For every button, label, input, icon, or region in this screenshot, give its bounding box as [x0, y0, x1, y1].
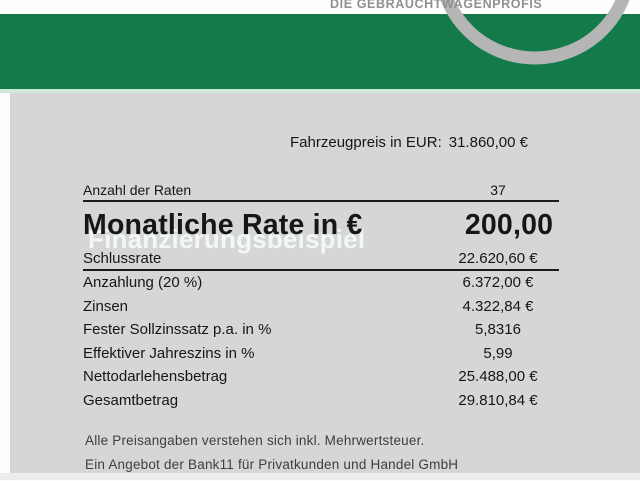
table-row: Schlussrate 22.620,60 € — [83, 248, 559, 271]
banner-accent-line — [0, 89, 640, 93]
vehicle-price-line: Fahrzeugpreis in EUR: 31.860,00 € — [0, 134, 528, 151]
table-row: Fester Sollzinssatz p.a. in % 5,8316 — [83, 318, 559, 342]
table-row: Gesamtbetrag 29.810,84 € — [83, 389, 559, 413]
footer-bank-note: Ein Angebot der Bank11 für Privatkunden … — [85, 457, 459, 472]
row-label: Fester Sollzinssatz p.a. in % — [83, 321, 272, 339]
table-row: Zinsen 4.322,84 € — [83, 295, 559, 319]
row-value: 25.488,00 € — [458, 368, 538, 386]
row-value: 6.372,00 € — [462, 274, 534, 292]
row-label: Schlussrate — [83, 250, 162, 267]
row-value: 5,99 — [483, 344, 513, 362]
row-value: 5,8316 — [475, 321, 521, 339]
row-value: 4.322,84 € — [462, 297, 534, 315]
row-value: 22.620,60 € — [458, 250, 538, 267]
row-label: Gesamtbetrag — [83, 391, 179, 409]
content-panel — [10, 93, 640, 473]
table-row: Anzahl der Raten 37 — [83, 180, 559, 202]
row-label: Monatliche Rate in € — [83, 208, 363, 241]
financing-table: Anzahl der Raten 37 Monatliche Rate in € 20… — [83, 180, 559, 412]
row-label: Anzahlung (20 %) — [83, 274, 203, 292]
footer-vat-note: Alle Preisangaben verstehen sich inkl. M… — [85, 433, 425, 448]
row-value: 37 — [490, 182, 506, 198]
row-label: Effektiver Jahreszins in % — [83, 344, 255, 362]
row-label: Nettodarlehensbetrag — [83, 368, 228, 386]
header-banner — [0, 14, 640, 89]
row-value: 200,00 — [464, 208, 554, 241]
row-label: Zinsen — [83, 297, 129, 315]
row-value: 29.810,84 € — [458, 391, 538, 409]
vehicle-price-label: Fahrzeugpreis in EUR: — [290, 134, 442, 151]
page-title: Finanzierungsbeispiel — [88, 223, 366, 254]
brand-tagline: DIE GEBRAUCHTWAGENPROFIS — [330, 0, 543, 11]
table-row: Nettodarlehensbetrag 25.488,00 € — [83, 365, 559, 389]
bottom-strip — [0, 473, 640, 480]
table-row: Monatliche Rate in € 200,00 — [83, 202, 559, 248]
footer-notes: Alle Preisangaben verstehen sich inkl. M… — [85, 433, 458, 481]
vehicle-price-value: 31.860,00 € — [448, 134, 528, 151]
table-row: Effektiver Jahreszins in % 5,99 — [83, 342, 559, 366]
row-label: Anzahl der Raten — [83, 182, 192, 198]
table-row: Anzahlung (20 %) 6.372,00 € — [83, 271, 559, 295]
